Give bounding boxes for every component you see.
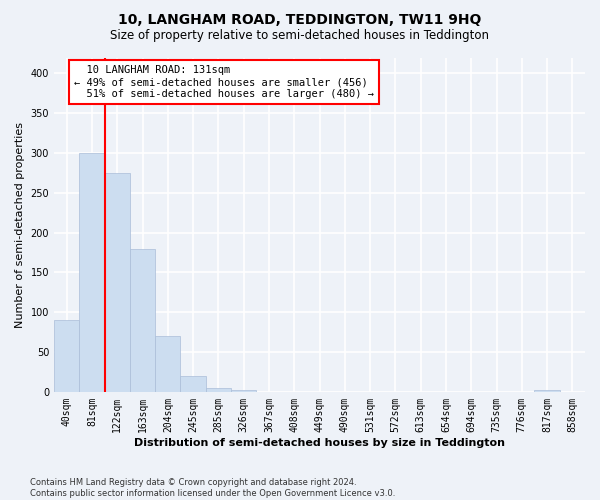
Bar [79,153,104,392]
Bar [206,388,231,392]
Bar [104,173,130,392]
Bar [130,248,155,392]
X-axis label: Distribution of semi-detached houses by size in Teddington: Distribution of semi-detached houses by … [134,438,505,448]
Bar [231,390,256,392]
Text: Contains HM Land Registry data © Crown copyright and database right 2024.
Contai: Contains HM Land Registry data © Crown c… [30,478,395,498]
Text: 10 LANGHAM ROAD: 131sqm
← 49% of semi-detached houses are smaller (456)
  51% of: 10 LANGHAM ROAD: 131sqm ← 49% of semi-de… [74,66,374,98]
Y-axis label: Number of semi-detached properties: Number of semi-detached properties [15,122,25,328]
Bar [155,336,181,392]
Text: Size of property relative to semi-detached houses in Teddington: Size of property relative to semi-detach… [110,29,490,42]
Bar [181,376,206,392]
Text: 10, LANGHAM ROAD, TEDDINGTON, TW11 9HQ: 10, LANGHAM ROAD, TEDDINGTON, TW11 9HQ [118,12,482,26]
Bar [535,390,560,392]
Bar [54,320,79,392]
